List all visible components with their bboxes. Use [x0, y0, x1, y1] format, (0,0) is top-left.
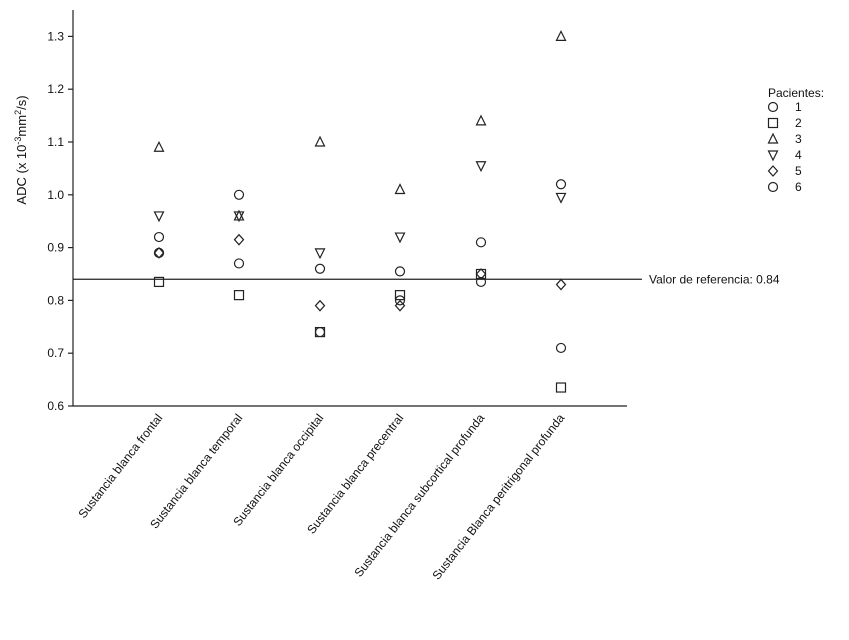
- legend-marker-1: [767, 101, 779, 113]
- category-label: Sustancia blanca precentral: [304, 411, 406, 536]
- legend-marker-5: [767, 165, 779, 177]
- legend-item-1: 1: [795, 100, 802, 114]
- legend: Pacientes:1 2 3 4 5 6: [767, 86, 824, 194]
- point-patient-4: [475, 161, 487, 173]
- legend-item-6: 6: [795, 180, 802, 194]
- y-tick-label: 1.1: [47, 135, 64, 149]
- legend-marker-6: [767, 181, 779, 193]
- point-patient-4: [153, 211, 165, 223]
- data-points: [153, 30, 567, 393]
- y-tick-label: 0.6: [47, 399, 64, 413]
- point-patient-3: [153, 140, 165, 152]
- point-patient-6: [233, 189, 245, 200]
- point-patient-5: [153, 246, 165, 259]
- y-tick-label: 0.9: [47, 241, 64, 255]
- point-patient-5: [475, 268, 487, 280]
- point-patient-2: [394, 290, 406, 301]
- point-patient-1: [475, 276, 487, 288]
- point-patient-4: [394, 232, 406, 244]
- category-label: Sustancia blanca temporal: [147, 411, 245, 531]
- point-patient-6: [314, 326, 326, 338]
- y-tick-label: 1.2: [47, 82, 64, 96]
- point-patient-1: [153, 247, 165, 258]
- y-axis-label: ADC (x 10-3mm2/s): [13, 95, 29, 204]
- y-tick-label: 0.8: [47, 293, 64, 307]
- point-patient-4: [233, 211, 245, 223]
- point-patient-5: [555, 278, 567, 291]
- y-axis-label-exp-1: -3: [13, 137, 23, 145]
- point-patient-3: [555, 30, 567, 42]
- category-label: Sustancia blanca occipital: [230, 411, 326, 528]
- point-patient-5: [314, 299, 326, 312]
- point-patient-1: [555, 179, 567, 190]
- category-label: Sustancia blanca frontal: [75, 411, 165, 521]
- point-patient-6: [153, 231, 165, 243]
- point-patient-6: [475, 237, 487, 248]
- point-patient-3: [475, 114, 487, 126]
- point-patient-4: [314, 248, 326, 260]
- point-patient-2: [153, 276, 165, 288]
- legend-item-3: 3: [795, 132, 802, 146]
- legend-title: Pacientes:: [768, 86, 824, 100]
- axes: 0.6 0.7 0.8 0.9 1.0 1.1 1.2 1.3: [47, 10, 627, 413]
- legend-marker-3: [767, 132, 779, 144]
- point-patient-6: [555, 342, 567, 354]
- legend-item-2: 2: [795, 116, 802, 130]
- legend-marker-4: [767, 150, 779, 162]
- y-axis-label-exp-2: 2: [13, 110, 23, 115]
- reference-line-group: Valor de referencia: 0.84: [73, 272, 780, 286]
- legend-item-4: 4: [795, 148, 802, 162]
- point-patient-5: [394, 299, 406, 312]
- y-axis-label-part-3: /s): [14, 95, 29, 109]
- point-patient-5: [233, 233, 245, 246]
- point-patient-4: [555, 192, 567, 204]
- point-patient-2: [233, 290, 245, 301]
- point-patient-6: [394, 295, 406, 306]
- point-patient-3: [314, 135, 326, 147]
- y-tick-label: 1.3: [47, 29, 64, 43]
- legend-marker-2: [767, 117, 779, 129]
- y-tick-label: 1.0: [47, 188, 64, 202]
- point-patient-2: [555, 382, 567, 393]
- category-label: Sustancia Blanca peritrigonal profunda: [429, 411, 567, 582]
- category-label: Sustancia blanca subcortical profunda: [351, 411, 487, 580]
- point-patient-1: [394, 266, 406, 277]
- legend-item-5: 5: [795, 164, 802, 178]
- y-axis-label-part-1: ADC (x 10: [14, 145, 29, 205]
- y-tick-label: 0.7: [47, 346, 64, 360]
- y-axis-label-part-2: mm: [14, 115, 29, 137]
- point-patient-1: [314, 263, 326, 274]
- point-patient-3: [394, 183, 406, 195]
- point-patient-1: [233, 258, 245, 269]
- reference-label: Valor de referencia: 0.84: [649, 272, 780, 286]
